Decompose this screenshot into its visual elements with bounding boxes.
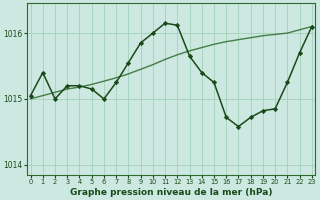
X-axis label: Graphe pression niveau de la mer (hPa): Graphe pression niveau de la mer (hPa) [70, 188, 272, 197]
